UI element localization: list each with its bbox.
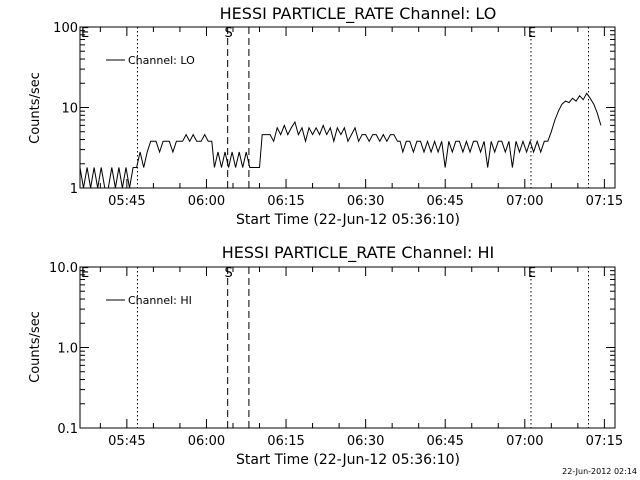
x-tick-label: 07:15 [586,434,623,449]
x-tick-label: 07:00 [506,434,543,449]
y-tick-label: 10.0 [49,261,78,276]
x-tick-label: 05:45 [108,194,145,209]
x-axis-label: Start Time (22-Jun-12 05:36:10) [236,212,460,228]
y-axis-label: Counts/sec [28,72,43,144]
chart-title: HESSI PARTICLE_RATE Channel: HI [222,243,495,263]
y-tick-label: 0.1 [57,422,78,437]
x-tick-label: 06:00 [188,194,225,209]
x-tick-label: 06:00 [188,434,225,449]
chart-panel-hi: HESSI PARTICLE_RATE Channel: HI Counts/s… [28,243,623,468]
event-marker-label: E [528,266,536,281]
x-tick-label: 06:45 [426,194,463,209]
y-tick-label: 1 [70,182,78,197]
chart-panel-lo: HESSI PARTICLE_RATE Channel: LO Counts/s… [28,4,623,228]
x-tick-label: 07:15 [586,194,623,209]
legend-label: Channel: HI [128,294,192,307]
y-tick-label: 1.0 [57,342,78,357]
x-tick-label: 05:45 [108,434,145,449]
footer-timestamp: 22-Jun-2012 02:14 [562,467,637,476]
legend-label: Channel: LO [128,54,195,67]
event-marker-label: E [81,266,89,281]
x-axis-label: Start Time (22-Jun-12 05:36:10) [236,452,460,468]
x-tick-label: 06:45 [426,434,463,449]
y-tick-label: 100 [53,21,78,36]
x-tick-label: 07:00 [506,194,543,209]
x-tick-label: 06:15 [267,434,304,449]
event-marker-label: E [528,26,536,41]
x-tick-label: 06:15 [267,194,304,209]
plot-area: 0.1 1.0 10.0 05:45 06:00 06:15 06:30 06:45 07:00… [49,261,623,449]
plot-area: 1 10 100 05:45 06:00 06:15 06:30 06:45 07:00 07:1… [53,21,623,209]
event-marker-label: E [81,26,89,41]
series-line [79,92,602,189]
event-marker-label: S [225,26,233,41]
y-tick-label: 10 [61,102,78,117]
x-tick-label: 06:30 [347,194,384,209]
y-axis-label: Counts/sec [28,311,43,383]
event-marker-label: S [225,266,233,281]
chart-title: HESSI PARTICLE_RATE Channel: LO [220,4,497,24]
x-tick-label: 06:30 [347,434,384,449]
